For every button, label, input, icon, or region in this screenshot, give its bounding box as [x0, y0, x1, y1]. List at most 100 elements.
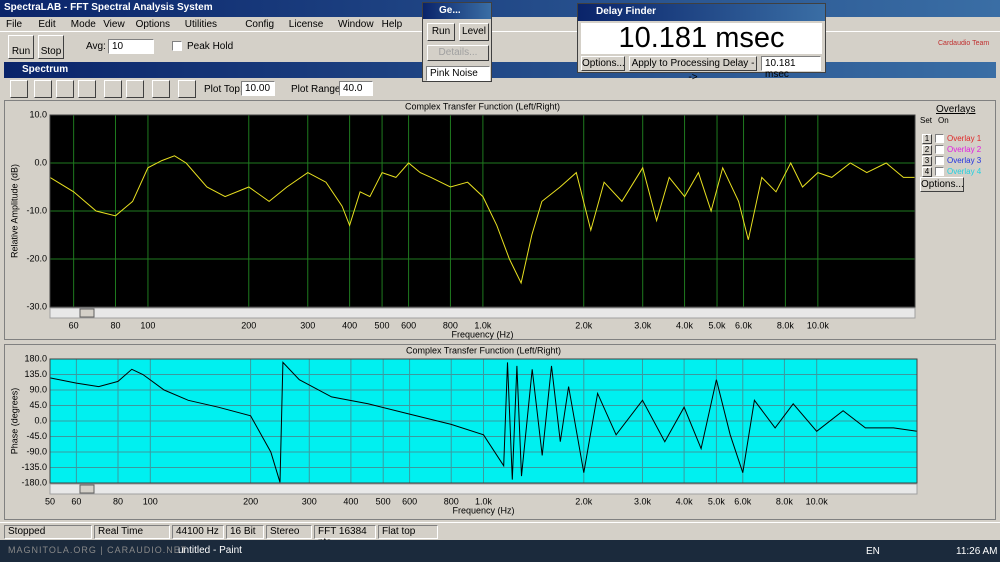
x-tick-label: 400 [342, 320, 357, 330]
x-tick-label: 60 [69, 320, 79, 330]
apply-delay-button[interactable]: Apply to Processing Delay --> [629, 56, 757, 83]
avg-select[interactable]: 10 [108, 39, 154, 54]
y-tick-label: 10.0 [29, 109, 47, 119]
menu-item[interactable]: Config [245, 19, 275, 30]
x-tick-label: 4.0k [676, 320, 694, 330]
clock: 11:26 AM [956, 546, 998, 557]
tool-button[interactable] [34, 80, 52, 98]
generator-details-button[interactable]: Details... [427, 45, 489, 61]
y-tick-label: -20.0 [26, 253, 47, 263]
tool-button[interactable] [10, 80, 28, 98]
stop-button[interactable]: Stop [38, 35, 64, 59]
plot-top-input[interactable]: 10.00 [241, 81, 275, 96]
taskbar-app[interactable]: untitled - Paint [178, 545, 242, 556]
x-tick-label: 2.0k [575, 496, 593, 506]
chart-title: Complex Transfer Function (Left/Right) [405, 101, 560, 111]
x-tick-label: 600 [401, 320, 416, 330]
status-cell: Flat top [378, 525, 438, 539]
menu-item[interactable]: Window [338, 19, 374, 30]
x-tick-label: 10.0k [807, 320, 830, 330]
plot-range-input[interactable]: 40.0 [339, 81, 373, 96]
y-tick-label: -90.0 [26, 446, 47, 456]
overlay-set-button[interactable]: 4 [922, 167, 932, 177]
y-tick-label: 0.0 [34, 415, 47, 425]
x-tick-label: 800 [444, 496, 459, 506]
x-tick-label: 100 [143, 496, 158, 506]
x-tick-label: 100 [140, 320, 155, 330]
overlays-panel: Overlays Set On Options... 1 Overlay 1 2 Ov… [920, 104, 996, 194]
peak-hold-checkbox[interactable] [172, 41, 182, 51]
delay-finder-title: Delay Finder [596, 6, 657, 17]
menu-item[interactable]: Edit [38, 19, 56, 30]
y-tick-label: -10.0 [26, 205, 47, 215]
status-cell: 16 Bit [226, 525, 264, 539]
scrollbar [49, 483, 918, 495]
menu-item[interactable]: File [6, 19, 23, 30]
applied-delay: 10.181 msec [761, 56, 821, 80]
generator-run-button[interactable]: Run [427, 23, 455, 41]
x-tick-label: 80 [113, 496, 123, 506]
x-tick-label: 500 [375, 320, 390, 330]
tool-button[interactable] [178, 80, 196, 98]
generator-signal-select[interactable]: Pink Noise [426, 66, 490, 81]
menu-item[interactable]: Mode [70, 19, 96, 30]
overlays-options-button[interactable]: Options... [920, 177, 964, 192]
trace [49, 361, 918, 483]
overlay-checkbox[interactable] [935, 167, 944, 176]
phase-panel [4, 344, 996, 520]
x-tick-label: 3.0k [634, 320, 652, 330]
menu-item[interactable]: Utilities [184, 19, 218, 30]
plot-range-label: Plot Range: [291, 84, 344, 95]
tool-button[interactable] [56, 80, 74, 98]
tool-button[interactable] [152, 80, 170, 98]
status-cell: Stereo [266, 525, 312, 539]
run-button[interactable]: Run [8, 35, 34, 59]
x-tick-label: 500 [376, 496, 391, 506]
tool-button[interactable] [126, 80, 144, 98]
menu-item[interactable]: Options [135, 19, 171, 30]
language: EN [866, 546, 880, 557]
y-tick-label: 45.0 [29, 400, 47, 410]
chart-title: Complex Transfer Function (Left/Right) [406, 345, 561, 355]
scrollbar-thumb [79, 308, 95, 318]
menu-item[interactable]: View [103, 19, 125, 30]
x-tick-label: 60 [71, 496, 81, 506]
overlay-set-button[interactable]: 2 [922, 145, 932, 155]
scrollbar [49, 307, 916, 319]
y-tick-label: -45.0 [26, 431, 47, 441]
y-axis-label: Phase (degrees) [9, 388, 19, 455]
status-cell: Real Time [94, 525, 170, 539]
x-tick-label: 3.0k [634, 496, 652, 506]
overlay-set-button[interactable]: 1 [922, 134, 932, 144]
x-tick-label: 8.0k [776, 496, 794, 506]
overlay-checkbox[interactable] [935, 156, 944, 165]
tool-button[interactable] [104, 80, 122, 98]
menu-item[interactable]: License [288, 19, 324, 30]
taskbar: MAGNITOLA.ORG | CARAUDIO.NET untitled - … [0, 540, 1000, 562]
menu-item[interactable]: Help [381, 19, 403, 30]
x-tick-label: 5.0k [709, 320, 727, 330]
scrollbar-thumb [79, 484, 95, 494]
delay-options-button[interactable]: Options... [581, 56, 625, 71]
set-label: Set [920, 116, 933, 125]
x-tick-label: 1.0k [474, 320, 492, 330]
x-tick-label: 2.0k [575, 320, 593, 330]
avg-label: Avg: [86, 41, 106, 52]
watermark: MAGNITOLA.ORG | CARAUDIO.NET [8, 545, 188, 555]
overlay-set-button[interactable]: 3 [922, 156, 932, 166]
overlay-checkbox[interactable] [935, 134, 944, 143]
generator-title-bar: Ge... [423, 3, 491, 19]
overlay-checkbox[interactable] [935, 145, 944, 154]
tool-button[interactable] [78, 80, 96, 98]
overlay-label: Overlay 2 [947, 145, 982, 154]
x-tick-label: 300 [302, 496, 317, 506]
status-bar: Stopped Real Time 44100 Hz 16 Bit Stereo FFT … [0, 522, 1000, 548]
generator-level-button[interactable]: Level [459, 23, 489, 41]
y-tick-label: -30.0 [26, 301, 47, 311]
spectrum-panel [4, 100, 996, 340]
delay-finder-title-bar: Delay Finder [578, 4, 825, 21]
x-tick-label: 4.0k [676, 496, 694, 506]
delay-readout: 10.181 msec [581, 23, 822, 54]
